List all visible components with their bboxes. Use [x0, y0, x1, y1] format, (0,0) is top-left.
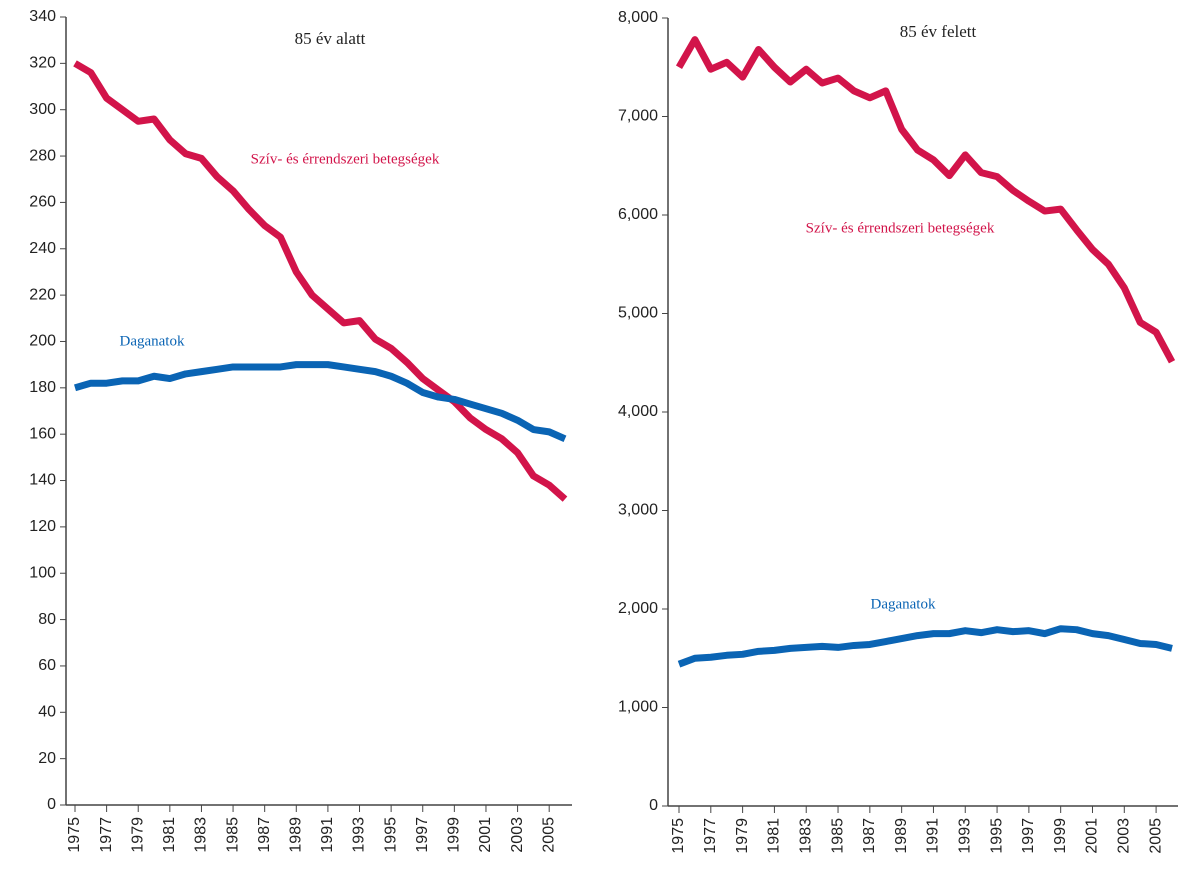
x-tick-label: 1997	[1020, 818, 1037, 854]
x-tick-label: 1987	[256, 817, 273, 853]
x-tick-label: 1983	[193, 817, 210, 853]
x-tick-label: 1989	[893, 818, 910, 854]
x-tick-label: 2005	[540, 817, 557, 853]
series-label: Daganatok	[120, 333, 185, 349]
x-tick-label: 1989	[288, 817, 305, 853]
y-tick-label: 0	[47, 796, 56, 813]
x-tick-label: 1975	[670, 818, 687, 854]
x-tick-label: 1979	[129, 817, 146, 853]
x-tick-label: 1991	[319, 817, 336, 853]
y-tick-label: 2,000	[618, 600, 658, 617]
y-tick-label: 7,000	[618, 108, 658, 125]
x-tick-label: 2003	[509, 817, 526, 853]
y-tick-label: 40	[38, 704, 56, 721]
x-tick-label: 2001	[1084, 818, 1101, 854]
x-tick-label: 1983	[797, 818, 814, 854]
series-label: Daganatok	[871, 596, 936, 612]
chart-title: 85 év alatt	[295, 29, 366, 48]
y-tick-label: 3,000	[618, 502, 658, 519]
y-tick-label: 120	[29, 518, 56, 535]
x-tick-label: 1993	[956, 818, 973, 854]
y-tick-label: 1,000	[618, 699, 658, 716]
y-tick-label: 80	[38, 611, 56, 628]
y-tick-label: 320	[29, 55, 56, 72]
y-tick-label: 60	[38, 657, 56, 674]
x-tick-label: 1991	[925, 818, 942, 854]
y-tick-label: 160	[29, 425, 56, 442]
x-tick-label: 1993	[351, 817, 368, 853]
x-tick-label: 1981	[161, 817, 178, 853]
y-tick-label: 0	[649, 797, 658, 814]
y-tick-label: 300	[29, 101, 56, 118]
x-tick-label: 1981	[766, 818, 783, 854]
y-tick-label: 6,000	[618, 206, 658, 223]
x-tick-label: 2003	[1116, 818, 1133, 854]
y-tick-label: 260	[29, 194, 56, 211]
series-line	[73, 60, 568, 502]
y-tick-label: 220	[29, 286, 56, 303]
x-tick-label: 1999	[446, 817, 463, 853]
x-tick-label: 1999	[1052, 818, 1069, 854]
x-tick-label: 1977	[702, 818, 719, 854]
x-tick-label: 1997	[414, 817, 431, 853]
y-tick-label: 340	[29, 8, 56, 25]
y-tick-label: 5,000	[618, 305, 658, 322]
series-label: Szív- és érrendszeri betegségek	[806, 220, 995, 236]
x-tick-label: 1979	[734, 818, 751, 854]
y-tick-label: 280	[29, 147, 56, 164]
x-tick-label: 1985	[224, 817, 241, 853]
x-tick-label: 1987	[861, 818, 878, 854]
x-tick-label: 2001	[477, 817, 494, 853]
y-tick-label: 8,000	[618, 9, 658, 26]
y-tick-label: 180	[29, 379, 56, 396]
y-tick-label: 200	[29, 333, 56, 350]
series-line	[677, 625, 1173, 668]
y-tick-label: 4,000	[618, 403, 658, 420]
y-tick-label: 140	[29, 472, 56, 489]
x-tick-label: 1995	[382, 817, 399, 853]
chart-title: 85 év felett	[900, 22, 977, 41]
x-tick-label: 1995	[988, 818, 1005, 854]
series-line	[675, 36, 1176, 364]
y-tick-label: 100	[29, 564, 56, 581]
y-tick-label: 20	[38, 750, 56, 767]
y-tick-label: 240	[29, 240, 56, 257]
series-line	[74, 361, 567, 443]
x-tick-label: 1985	[829, 818, 846, 854]
x-tick-label: 1975	[66, 817, 83, 853]
series-label: Szív- és érrendszeri betegségek	[251, 151, 440, 167]
x-tick-label: 1977	[98, 817, 115, 853]
x-tick-label: 2005	[1147, 818, 1164, 854]
